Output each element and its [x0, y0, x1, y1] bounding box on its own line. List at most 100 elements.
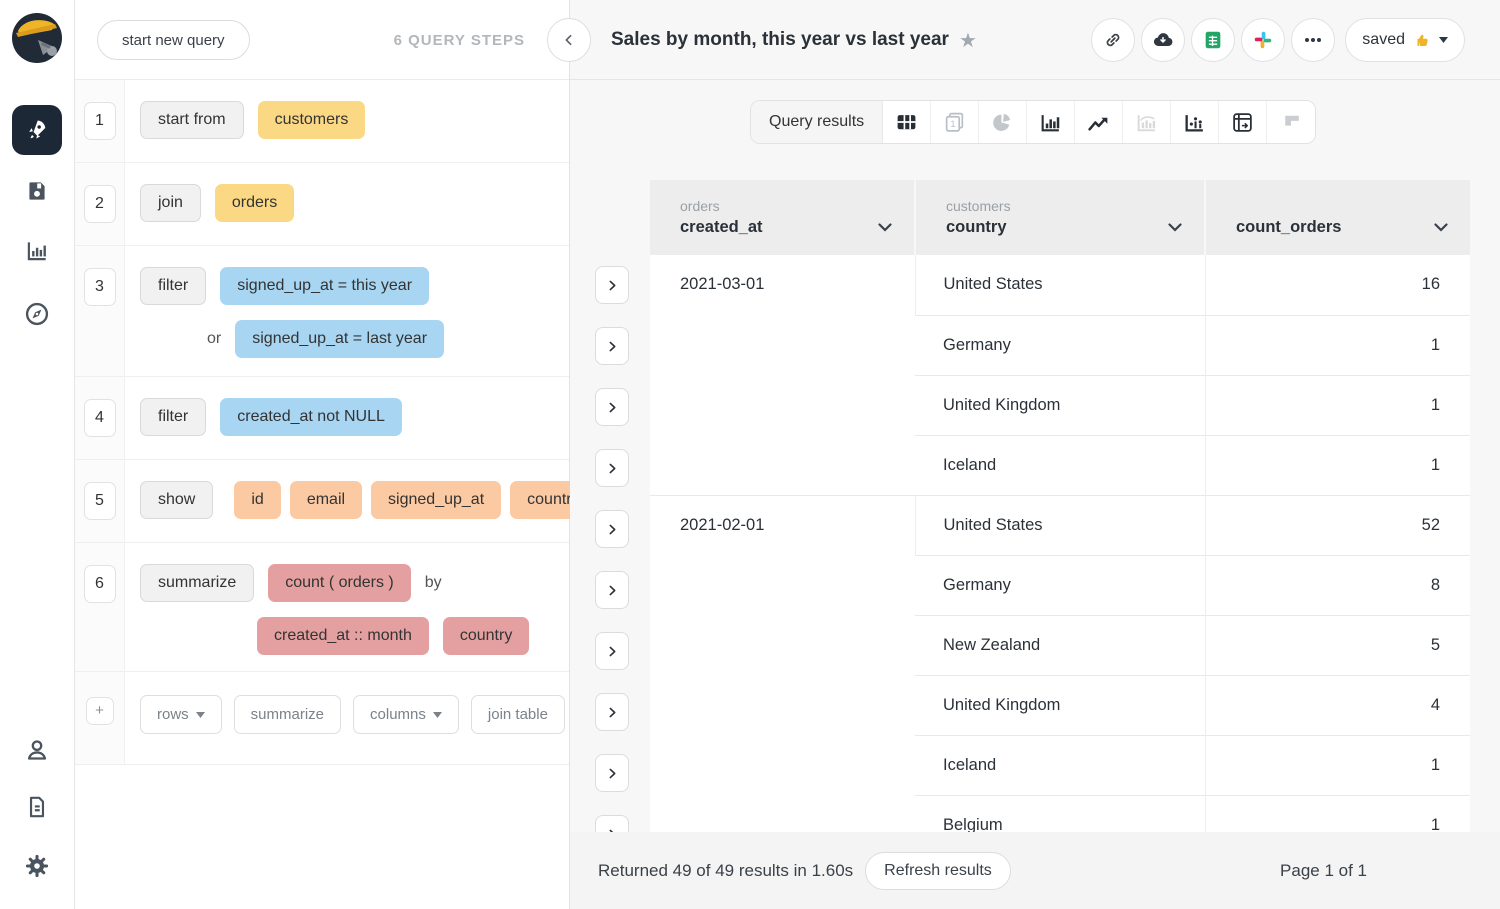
- add-summarize-button[interactable]: summarize: [233, 695, 342, 734]
- add-columns-button[interactable]: columns: [353, 695, 459, 734]
- app-logo[interactable]: [8, 7, 66, 65]
- viz-tab-scatter-chart[interactable]: [1171, 101, 1220, 143]
- filter-chip[interactable]: signed_up_at = this year: [220, 267, 430, 305]
- table-row[interactable]: United Kingdom 4: [650, 674, 1470, 735]
- chevron-right-icon: [609, 402, 615, 412]
- row-expander-button[interactable]: [595, 693, 629, 731]
- add-step-row: + rows summarize columns j: [75, 672, 569, 765]
- google-sheets-icon: [1205, 31, 1221, 49]
- add-rows-button[interactable]: rows: [140, 695, 222, 734]
- column-chip[interactable]: signed_up_at: [371, 481, 502, 519]
- group-by-chip[interactable]: country: [442, 617, 530, 655]
- saved-status-button[interactable]: saved: [1345, 18, 1465, 62]
- add-step-button[interactable]: +: [85, 697, 114, 725]
- filter-chip[interactable]: created_at not NULL: [220, 398, 402, 436]
- step-verb-button[interactable]: start from: [140, 101, 244, 139]
- row-expander-button[interactable]: [595, 388, 629, 426]
- nav-queries-rocket[interactable]: [12, 105, 62, 155]
- viz-tab-pie-chart[interactable]: [979, 101, 1028, 143]
- chevron-right-icon: [609, 463, 615, 473]
- viz-tab-pivot-table[interactable]: [1219, 101, 1268, 143]
- chevron-down-icon[interactable]: [1168, 223, 1182, 232]
- count-cell: 1: [1204, 734, 1470, 795]
- copy-link-button[interactable]: [1091, 18, 1136, 62]
- column-header-country[interactable]: customers country: [914, 180, 1205, 255]
- row-expander-button[interactable]: [595, 327, 629, 365]
- nav-explore[interactable]: [23, 300, 51, 328]
- country-cell: United States: [914, 494, 1205, 555]
- column-header-count-orders[interactable]: count_orders: [1204, 180, 1470, 255]
- column-chip[interactable]: id: [234, 481, 281, 519]
- viz-tab-line-chart[interactable]: [1075, 101, 1124, 143]
- step-number: 1: [83, 102, 116, 140]
- export-sheets-button[interactable]: [1191, 18, 1236, 62]
- filter-chip[interactable]: signed_up_at = last year: [235, 320, 445, 358]
- table-row[interactable]: Germany 8: [650, 554, 1470, 615]
- nav-charts[interactable]: [24, 238, 50, 264]
- column-name: count_orders: [1236, 218, 1342, 236]
- chevron-right-icon: [609, 280, 615, 290]
- row-expander-button[interactable]: [595, 449, 629, 487]
- chevron-down-icon[interactable]: [1434, 223, 1448, 232]
- more-options-button[interactable]: [1291, 18, 1336, 62]
- step-number-column: +: [75, 672, 125, 764]
- row-expander-button[interactable]: [595, 510, 629, 548]
- count-cell: 52: [1204, 494, 1470, 555]
- aggregate-chip[interactable]: count ( orders ): [268, 564, 411, 602]
- table-row[interactable]: Iceland 1: [650, 734, 1470, 795]
- step-verb-button[interactable]: summarize: [140, 564, 255, 602]
- start-new-query-button[interactable]: start new query: [97, 20, 250, 60]
- bar-chart-icon: [27, 242, 46, 261]
- row-expander-button[interactable]: [595, 571, 629, 609]
- nav-docs[interactable]: [24, 794, 50, 820]
- pivot-table-icon: [1233, 112, 1252, 132]
- viz-tab-bar-chart[interactable]: [1027, 101, 1076, 143]
- collapse-panel-button[interactable]: [547, 18, 591, 62]
- table-chip[interactable]: orders: [214, 184, 295, 222]
- combo-chart-icon: [1137, 114, 1156, 131]
- nav-account[interactable]: [23, 736, 51, 764]
- step-number-column: 3: [75, 246, 125, 376]
- query-steps-count-label: 6 QUERY STEPS: [393, 31, 525, 49]
- step-verb-button[interactable]: show: [140, 481, 214, 519]
- table-row[interactable]: Iceland 1: [650, 434, 1470, 495]
- nav-saved[interactable]: [24, 178, 50, 204]
- group-by-chip[interactable]: created_at :: month: [257, 617, 429, 655]
- tab-query-results[interactable]: Query results: [751, 101, 884, 143]
- step-verb-button[interactable]: filter: [140, 398, 207, 436]
- table-row[interactable]: 2021-03-01 United States 16: [650, 255, 1470, 315]
- table-row[interactable]: Germany 1: [650, 314, 1470, 375]
- date-cell: 2021-03-01: [680, 275, 765, 293]
- step-number: 6: [83, 565, 116, 603]
- add-join-table-button[interactable]: join table: [470, 695, 565, 734]
- or-label: or: [207, 330, 222, 347]
- count-cell: 1: [1204, 314, 1470, 375]
- ellipsis-icon: [1305, 38, 1322, 42]
- refresh-results-button[interactable]: Refresh results: [865, 851, 1011, 890]
- table-chip[interactable]: customers: [257, 101, 366, 139]
- row-expander-button[interactable]: [595, 632, 629, 670]
- column-chip[interactable]: email: [289, 481, 363, 519]
- column-name: created_at: [680, 218, 763, 236]
- favorite-star-icon[interactable]: ★: [958, 29, 977, 52]
- table-row[interactable]: 2021-02-01 United States 52: [650, 494, 1470, 855]
- viz-tab-table[interactable]: [883, 101, 932, 143]
- column-header-created-at[interactable]: orders created_at: [650, 180, 915, 255]
- step-verb-button[interactable]: filter: [140, 267, 207, 305]
- table-row[interactable]: United Kingdom 1: [650, 374, 1470, 435]
- results-status-text: Returned 49 of 49 results in 1.60s: [598, 860, 854, 880]
- share-slack-button[interactable]: [1241, 18, 1286, 62]
- table-row[interactable]: New Zealand 5: [650, 614, 1470, 675]
- nav-settings[interactable]: [23, 852, 51, 880]
- row-expander-button[interactable]: [595, 754, 629, 792]
- single-record-icon: 1: [945, 112, 964, 132]
- column-group-label: orders: [680, 198, 720, 214]
- step-verb-button[interactable]: join: [140, 184, 201, 222]
- viz-tab-funnel[interactable]: [1267, 101, 1316, 143]
- viz-tab-single-record[interactable]: 1: [931, 101, 980, 143]
- viz-tab-combo-chart[interactable]: [1123, 101, 1172, 143]
- download-button[interactable]: [1141, 18, 1186, 62]
- chevron-down-icon[interactable]: [878, 223, 892, 232]
- row-expander-button[interactable]: [595, 266, 629, 304]
- chevron-right-icon: [609, 341, 615, 351]
